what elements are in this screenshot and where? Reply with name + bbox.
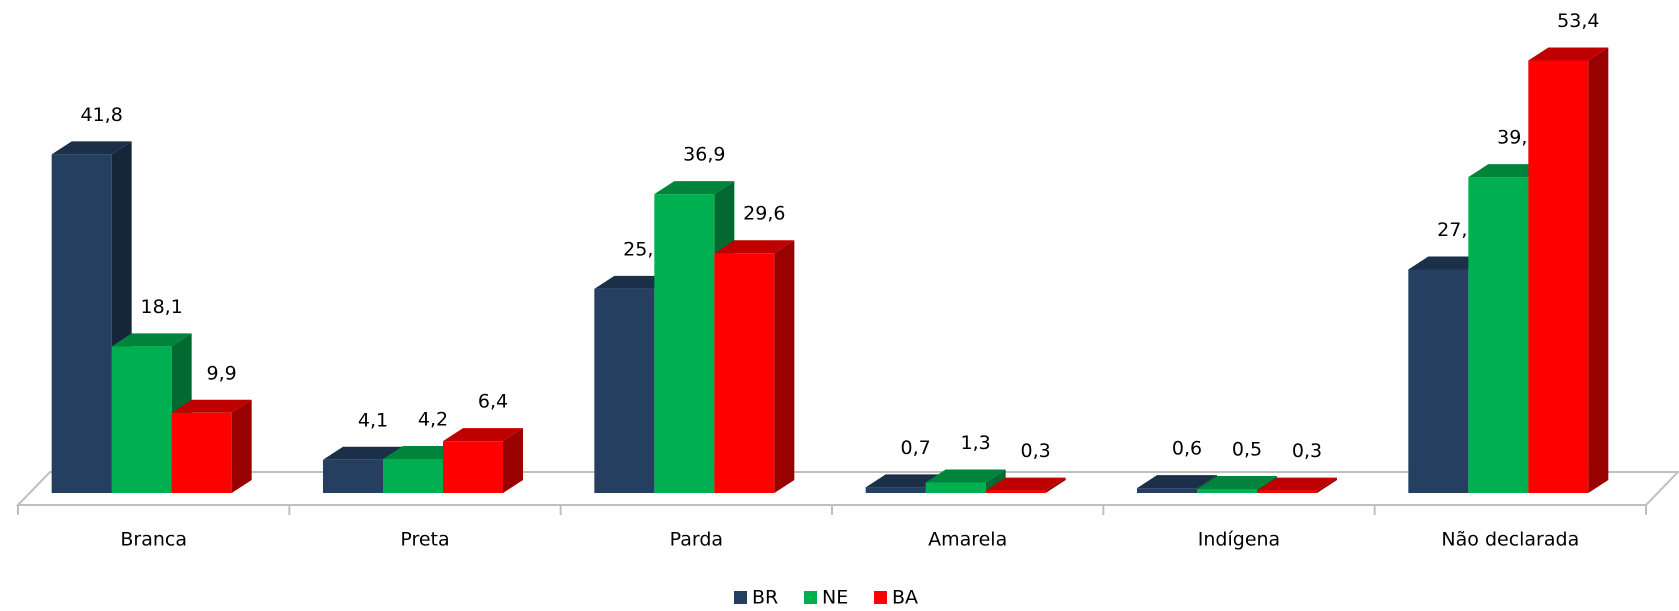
bar-front xyxy=(1408,269,1469,493)
value-label: 0,3 xyxy=(1021,440,1051,462)
bar-front xyxy=(1257,490,1317,493)
value-label: 9,9 xyxy=(207,362,237,384)
bar-front xyxy=(171,412,232,493)
bar-front xyxy=(51,154,112,494)
bar-top xyxy=(654,181,735,195)
bar-front xyxy=(985,490,1046,493)
bar xyxy=(1257,477,1337,493)
bar xyxy=(443,428,523,493)
value-label: 53,4 xyxy=(1557,10,1599,32)
bar-top xyxy=(1197,475,1277,489)
bar-front xyxy=(1197,488,1257,493)
bar-side xyxy=(1045,477,1066,493)
value-label: 36,9 xyxy=(683,144,725,166)
legend-label: BA xyxy=(892,587,918,609)
bar-top xyxy=(1257,477,1337,491)
bar-front xyxy=(1528,60,1589,494)
bar xyxy=(1528,47,1609,494)
x-tick-label: Preta xyxy=(400,529,449,551)
bar-top xyxy=(323,446,403,460)
x-tick-label: Amarela xyxy=(928,529,1007,551)
legend-swatch xyxy=(734,591,747,604)
x-tick-label: Parda xyxy=(670,529,723,551)
value-label: 4,1 xyxy=(358,409,388,431)
x-tick-label: Branca xyxy=(120,529,187,551)
bar xyxy=(925,469,1006,493)
bar-top xyxy=(443,428,523,442)
value-label: 6,4 xyxy=(478,391,508,413)
legend-swatch xyxy=(804,591,817,604)
value-label: 0,7 xyxy=(901,437,931,459)
bar-top xyxy=(925,469,1006,483)
legend-label: BR xyxy=(752,587,778,609)
bar-top xyxy=(1137,475,1217,489)
x-tick-label: Não declarada xyxy=(1441,529,1579,551)
legend-swatch xyxy=(874,591,887,604)
bar-side xyxy=(1317,477,1337,493)
bar xyxy=(1408,256,1489,493)
bar-front xyxy=(714,253,775,493)
value-label: 29,6 xyxy=(743,203,785,225)
bar-front xyxy=(443,441,503,493)
bar-top xyxy=(51,141,132,155)
bar-top xyxy=(985,477,1066,491)
value-label: 0,6 xyxy=(1172,438,1202,460)
value-label: 0,5 xyxy=(1232,438,1262,460)
bar-front xyxy=(654,194,715,494)
bar xyxy=(171,399,252,493)
bar-side xyxy=(503,428,523,493)
bar-top xyxy=(714,240,795,254)
x-tick-label: Indígena xyxy=(1198,529,1280,551)
bar-front xyxy=(865,487,926,493)
bar-side xyxy=(985,469,1006,493)
bar-side xyxy=(231,399,252,493)
value-label: 18,1 xyxy=(141,296,183,318)
bar-front xyxy=(323,459,383,493)
bar-front xyxy=(925,482,986,493)
bar-top xyxy=(1528,47,1609,61)
bar-front xyxy=(111,346,172,493)
bar-top xyxy=(111,333,192,347)
bar-front xyxy=(1468,177,1529,493)
bar-top xyxy=(171,399,252,413)
bar-front xyxy=(383,458,443,493)
bar-front xyxy=(594,288,655,493)
value-label: 0,3 xyxy=(1292,440,1322,462)
bar-side xyxy=(1588,47,1609,494)
legend-label: NE xyxy=(822,587,848,609)
value-label: 41,8 xyxy=(81,104,123,126)
bar-side xyxy=(774,240,795,493)
value-label: 1,3 xyxy=(961,432,991,454)
bar xyxy=(714,240,795,493)
bar-front xyxy=(1137,488,1197,493)
bar xyxy=(985,477,1066,493)
value-label: 4,2 xyxy=(418,408,448,430)
